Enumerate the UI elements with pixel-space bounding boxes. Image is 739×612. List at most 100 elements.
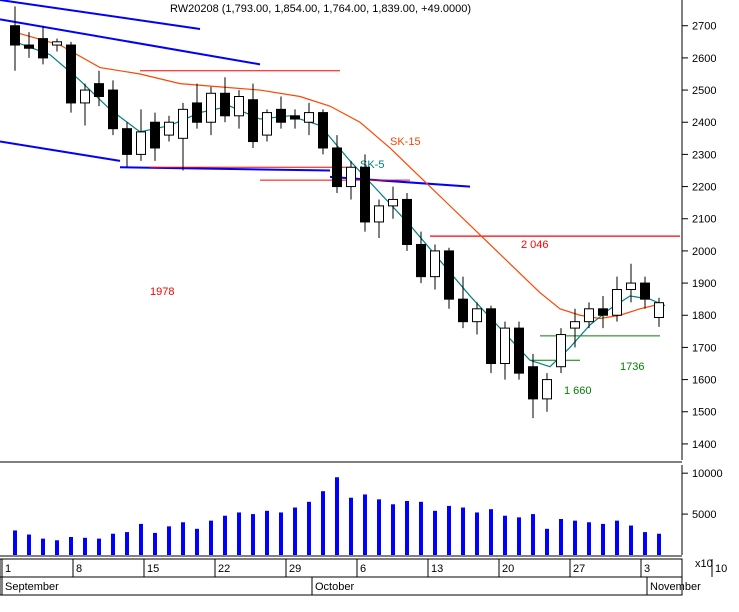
vol-multiplier: x10 (695, 558, 713, 570)
ytick-label: 2100 (692, 214, 716, 226)
candle-body (25, 45, 34, 48)
candle-body (305, 113, 314, 123)
ytick-label: 1700 (692, 342, 716, 354)
date-tick: 6 (360, 563, 366, 575)
volume-bar (657, 534, 661, 555)
trend-line (0, 142, 120, 161)
volume-bar (489, 509, 493, 555)
candle-body (375, 206, 384, 222)
candle-body (137, 132, 146, 155)
volume-bar (433, 511, 437, 555)
volume-bar (419, 502, 423, 555)
candle-body (193, 103, 202, 122)
volume-bar (195, 529, 199, 555)
candle-body (277, 109, 286, 122)
ytick-label: 2600 (692, 53, 716, 65)
volume-bar (447, 506, 451, 555)
candle-body (543, 380, 552, 399)
volume-bar (223, 516, 227, 555)
candle-body (487, 309, 496, 364)
candle-body (361, 167, 370, 222)
volume-bar (307, 502, 311, 555)
ma-label: SK-15 (390, 136, 421, 148)
ytick-label: 1500 (692, 407, 716, 419)
candle-body (333, 148, 342, 187)
volume-bar (27, 535, 31, 555)
volume-bar (615, 521, 619, 555)
date-tick: 22 (218, 563, 230, 575)
candle-body (67, 45, 76, 103)
volume-bar (237, 512, 241, 555)
volume-bar (349, 498, 353, 555)
candle-body (11, 26, 20, 45)
volume-bar (55, 540, 59, 555)
volume-bar (167, 526, 171, 555)
date-tick: 20 (502, 563, 514, 575)
volume-bar (265, 511, 269, 555)
volume-bar (251, 514, 255, 555)
volume-bar (601, 524, 605, 555)
volume-bar (153, 533, 157, 555)
ytick-label: 2700 (692, 21, 716, 33)
volume-bar (181, 522, 185, 555)
annotation: 2 046 (521, 239, 549, 251)
candle-body (473, 309, 482, 322)
candle-body (207, 93, 216, 122)
candle-body (165, 122, 174, 135)
volume-bar (629, 526, 633, 555)
candle-body (179, 109, 188, 138)
volume-bar (293, 508, 297, 555)
candle-body (151, 122, 160, 148)
date-tick: 1 (5, 563, 11, 575)
candle-body (389, 199, 398, 205)
candle-body (529, 367, 538, 399)
date-tick: 3 (644, 563, 650, 575)
volume-bar (503, 516, 507, 555)
chart-container: 1400150016001700180019002000210022002300… (0, 0, 739, 612)
candle-body (221, 93, 230, 116)
volume-bar (391, 504, 395, 555)
volume-bar (335, 477, 339, 555)
candle-body (641, 283, 650, 299)
chart-title: RW20208 (1,793.00, 1,854.00, 1,764.00, 1… (170, 3, 471, 15)
volume-bar (405, 501, 409, 555)
volume-bar (209, 521, 213, 555)
month-label: October (315, 581, 354, 593)
vol-tick-label: 5000 (692, 509, 716, 521)
date-tick: 29 (289, 563, 301, 575)
ytick-label: 2200 (692, 182, 716, 194)
vol-tick-label: 10000 (692, 468, 723, 480)
candle-body (249, 100, 258, 142)
candle-body (417, 244, 426, 276)
ytick-label: 1600 (692, 375, 716, 387)
volume-bar (69, 537, 73, 555)
volume-bar (545, 529, 549, 555)
volume-bar (517, 517, 521, 555)
date-tick: 10 (715, 563, 727, 575)
volume-bar (41, 539, 45, 555)
date-tick: 8 (76, 563, 82, 575)
candle-body (53, 42, 62, 45)
candle-body (613, 290, 622, 316)
date-tick: 13 (431, 563, 443, 575)
ytick-label: 2000 (692, 246, 716, 258)
annotation: 1978 (150, 286, 174, 298)
ytick-label: 2300 (692, 149, 716, 161)
candle-body (291, 116, 300, 119)
volume-bar (461, 508, 465, 555)
candlestick-chart: 1400150016001700180019002000210022002300… (0, 0, 739, 612)
volume-bar (531, 514, 535, 555)
candle-body (459, 299, 468, 322)
candle-body (95, 84, 104, 97)
volume-bar (125, 532, 129, 555)
candle-body (557, 335, 566, 367)
volume-bar (97, 539, 101, 555)
volume-bar (475, 512, 479, 555)
volume-bar (573, 521, 577, 555)
volume-bar (279, 512, 283, 555)
volume-bar (83, 538, 87, 555)
volume-bar (643, 532, 647, 555)
month-label: September (5, 581, 59, 593)
ytick-label: 2400 (692, 117, 716, 129)
candle-body (123, 129, 132, 155)
